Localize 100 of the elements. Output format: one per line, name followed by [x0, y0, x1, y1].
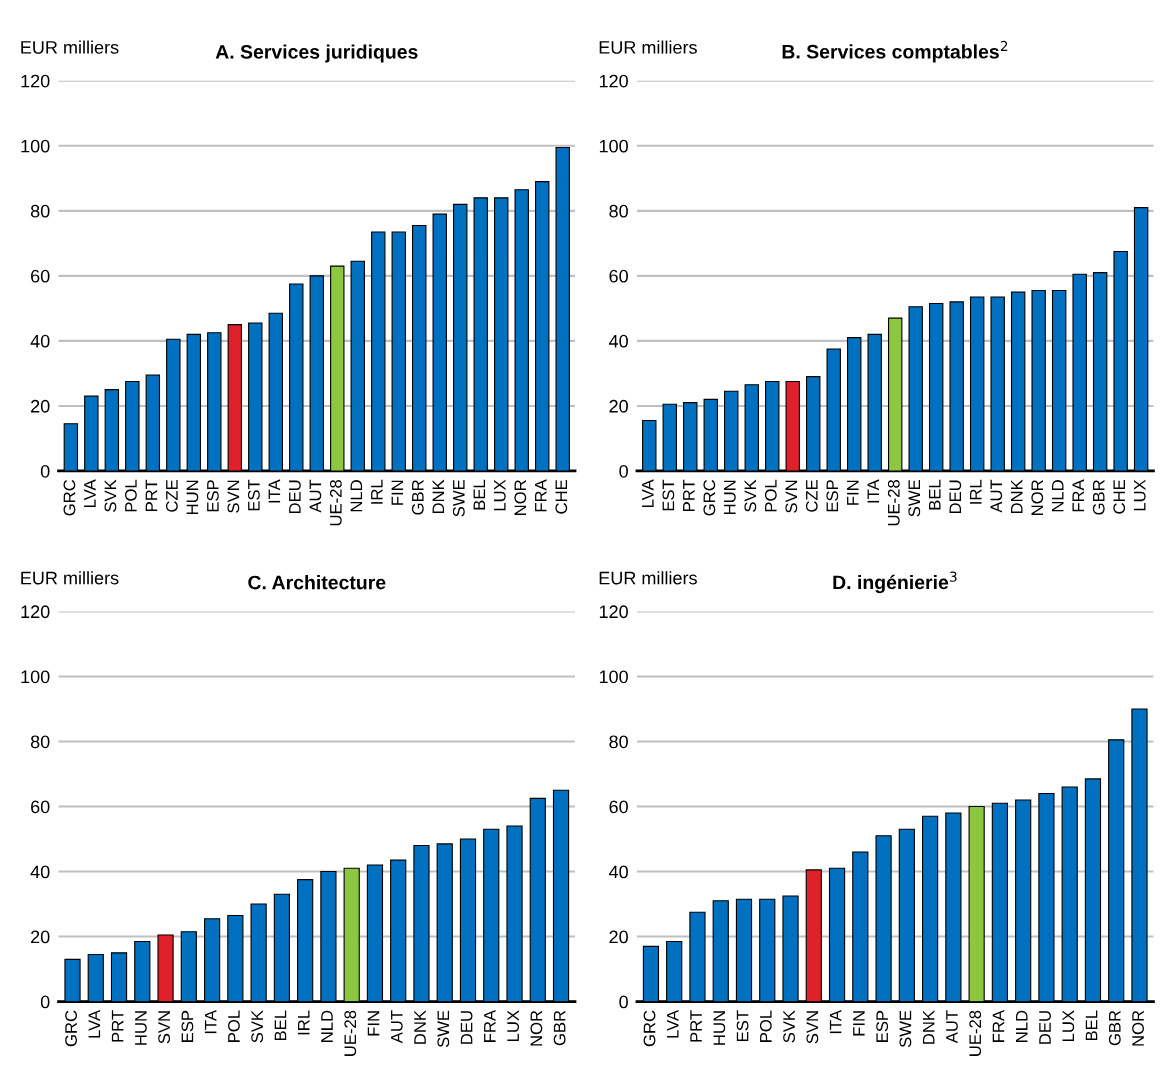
x-tick-label: DNK	[1011, 479, 1023, 514]
x-tick-label: EST	[247, 479, 260, 511]
x-tick-label: DNK	[922, 1010, 935, 1044]
y-tick-label: 60	[31, 269, 50, 283]
y-tick-label: 40	[30, 334, 50, 348]
x-tick-label: ITA	[867, 479, 880, 503]
x-tick-label: EST	[662, 479, 675, 511]
x-tick-label: LVA	[642, 479, 654, 507]
x-tick-label: POL	[228, 1010, 240, 1042]
y-tick-label: 120	[21, 74, 50, 88]
x-tick-label: IRL	[970, 479, 982, 504]
x-tick-label: POL	[764, 479, 777, 512]
y-axis-title: EUR milliers	[599, 571, 697, 585]
y-tick-label: 60	[609, 800, 628, 814]
x-tick-label: LUX	[494, 479, 506, 511]
x-tick-label: SVN	[806, 1011, 819, 1044]
y-tick-label: 0	[40, 464, 50, 478]
x-tick-label: FIN	[367, 1011, 380, 1036]
x-tick-label: LUX	[507, 1010, 519, 1041]
x-tick-label: DEU	[289, 480, 301, 514]
x-tick-label: GBR	[1092, 480, 1105, 515]
x-tick-label: ITA	[268, 479, 281, 503]
x-tick-label: POL	[125, 479, 137, 512]
y-tick-label: 120	[599, 74, 628, 88]
x-tick-label: HUN	[135, 1011, 147, 1045]
y-tick-label: 80	[30, 204, 50, 218]
y-tick-label: 40	[608, 334, 628, 348]
x-tick-label: HUN	[713, 1011, 726, 1045]
x-tick-label: LVA	[88, 1009, 101, 1038]
y-tick-label: 80	[609, 735, 628, 749]
x-tick-label: LUX	[1062, 1010, 1075, 1041]
x-tick-label: CHE	[1113, 480, 1126, 514]
x-tick-label: NOR	[1132, 1010, 1144, 1046]
y-tick-label: 0	[619, 464, 628, 478]
x-tick-label: SWE	[908, 480, 921, 517]
x-tick-label: CZE	[165, 480, 178, 512]
y-tick-label: 100	[599, 670, 628, 684]
x-tick-label: HUN	[724, 480, 736, 515]
x-tick-label: GBR	[553, 1010, 566, 1046]
x-tick-label: LVA	[84, 479, 96, 507]
y-tick-label: 20	[31, 399, 50, 413]
x-tick-label: SVK	[744, 479, 757, 512]
x-tick-label: DNK	[432, 479, 445, 514]
y-tick-label: 100	[599, 139, 628, 153]
y-tick-label: 0	[619, 995, 628, 1009]
x-tick-label: NLD	[350, 480, 363, 512]
y-axis-title: EUR milliers	[21, 40, 119, 54]
x-tick-label: PRT	[683, 479, 695, 511]
x-tick-label: SWE	[437, 1010, 450, 1048]
x-tick-label: AUT	[391, 1010, 403, 1044]
y-tick-label: 60	[609, 269, 628, 283]
x-tick-label: NLD	[1052, 480, 1064, 512]
y-tick-label: 60	[31, 800, 50, 814]
x-tick-label: NOR	[514, 480, 527, 515]
x-tick-label: ESP	[876, 1010, 889, 1042]
x-tick-label: SVK	[104, 479, 117, 512]
x-tick-label: FIN	[847, 480, 859, 505]
x-tick-label: NOR	[1031, 480, 1044, 515]
x-tick-label: CZE	[805, 480, 818, 512]
x-tick-label: DNK	[414, 1010, 426, 1044]
x-tick-label: BEL	[473, 479, 486, 510]
x-tick-label: SWE	[452, 480, 465, 517]
x-tick-label: LVA	[667, 1009, 679, 1038]
x-tick-label: SVK	[783, 1010, 795, 1043]
y-tick-label: 80	[609, 204, 628, 218]
y-tick-label: 20	[609, 399, 628, 413]
x-tick-label: AUT	[946, 1010, 958, 1044]
x-tick-label: SVN	[227, 480, 240, 513]
y-tick-label: 20	[31, 930, 50, 944]
x-tick-label: PRT	[690, 1010, 702, 1042]
chart-title: C. Architecture	[248, 575, 386, 590]
x-tick-label: SVN	[158, 1011, 171, 1044]
x-tick-label: ESP	[206, 480, 219, 512]
x-tick-label: POL	[759, 1010, 772, 1042]
x-tick-label: UE-28	[969, 1010, 982, 1056]
x-tick-label: PRT	[111, 1010, 124, 1042]
chart-title: D. ingénierie$^{3}$	[833, 571, 957, 594]
x-tick-label: SVK	[251, 1010, 264, 1043]
x-tick-label: UE-28	[329, 480, 342, 526]
x-tick-label: GBR	[1108, 1010, 1121, 1046]
y-tick-label: 80	[30, 735, 50, 749]
x-tick-label: FRA	[992, 1009, 1005, 1042]
x-tick-label: IRL	[371, 479, 383, 504]
x-tick-label: LUX	[1133, 479, 1146, 511]
x-tick-label: GRC	[65, 1010, 77, 1047]
x-tick-label: GRC	[63, 479, 76, 516]
x-tick-label: FRA	[1072, 479, 1084, 512]
x-tick-label: DEU	[460, 1011, 473, 1044]
x-tick-label: DEU	[1039, 1011, 1051, 1044]
x-tick-label: ITA	[204, 1009, 217, 1034]
x-tick-label: EST	[736, 1010, 749, 1041]
x-tick-label: UE-28	[887, 480, 900, 526]
x-tick-label: AUT	[309, 479, 322, 513]
x-tick-label: ESP	[826, 480, 839, 512]
x-tick-label: IRL	[297, 1010, 310, 1035]
chart-title: A. Services juridiques	[215, 44, 418, 63]
x-tick-label: GRC	[643, 1010, 656, 1047]
x-tick-label: PRT	[145, 479, 158, 511]
x-tick-label: ITA	[829, 1009, 842, 1034]
x-tick-label: ESP	[181, 1010, 194, 1042]
